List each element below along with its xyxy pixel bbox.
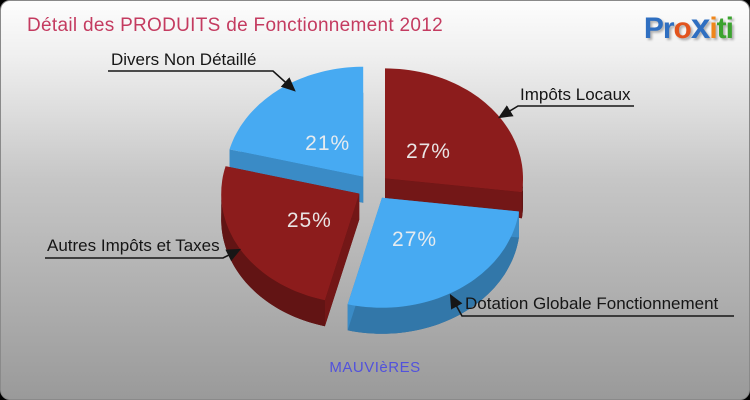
pie-slice: [385, 68, 523, 193]
logo-letter: i: [725, 12, 734, 45]
slice-label-divers: Divers Non Détaillé: [111, 50, 257, 69]
callout-line-dotation: [449, 293, 734, 317]
pie-slice: [347, 197, 519, 308]
logo-letter: t: [716, 12, 727, 45]
pie-slice: [221, 166, 360, 301]
logo-letter: r: [662, 12, 675, 45]
logo-letter: P: [643, 12, 664, 45]
logo-letter: o: [673, 12, 692, 45]
commune-link[interactable]: MAUVIèRES: [329, 359, 421, 376]
proxiti-logo[interactable]: Proxiti: [643, 7, 734, 47]
pie-percent-label: 25%: [286, 209, 332, 233]
slice-label-autres: Autres Impôts et Taxes: [47, 236, 220, 255]
pie-slice: [229, 66, 364, 177]
slice-label-dotation: Dotation Globale Fonctionnement: [465, 294, 719, 313]
page-title: Détail des PRODUITS de Fonctionnement 20…: [27, 15, 444, 36]
pie-percent-label: 27%: [405, 139, 451, 163]
callout-line-impots: [497, 105, 634, 119]
pie-percent-label: 27%: [392, 227, 438, 251]
logo-letter: i: [709, 12, 717, 45]
logo-letter: x: [690, 7, 710, 46]
callout-line-autres: [45, 248, 242, 262]
slice-label-impots: Impôts Locaux: [520, 85, 631, 104]
callout-line-divers: [108, 70, 296, 92]
pie-percent-label: 21%: [305, 132, 351, 156]
